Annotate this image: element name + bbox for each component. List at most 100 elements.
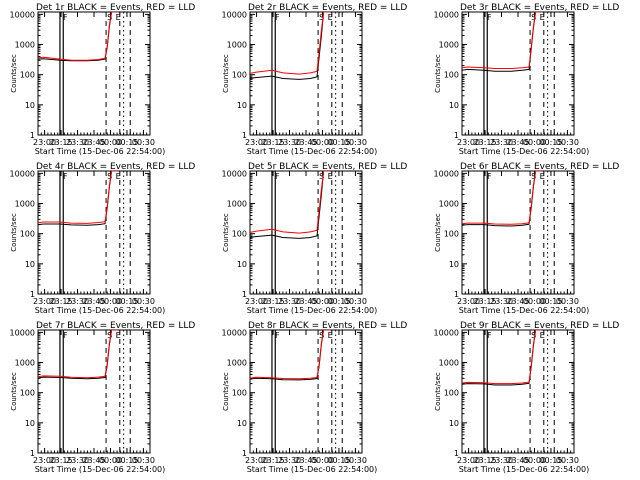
- events-series-line: [38, 330, 119, 380]
- y-tick-label: 100: [20, 389, 35, 398]
- y-tick-label: 1000: [439, 200, 459, 209]
- x-tick-label: 23:00: [33, 456, 56, 465]
- marker-f-label: F: [275, 13, 280, 22]
- x-tick-label: 00:00: [311, 456, 334, 465]
- y-tick-label: 100: [232, 71, 247, 80]
- y-tick-label: 1000: [15, 41, 35, 50]
- marker-e-label: E: [540, 13, 545, 22]
- lld-series-line: [250, 12, 331, 75]
- events-series-line: [38, 12, 119, 62]
- x-tick-label: 23:00: [245, 297, 268, 306]
- y-tick-label: 10000: [10, 328, 35, 337]
- y-tick-label: 1000: [15, 359, 35, 368]
- y-tick-label: 1: [30, 290, 35, 299]
- events-series-line: [462, 330, 543, 386]
- y-tick-label: 1: [242, 131, 247, 140]
- events-series-line: [250, 12, 331, 80]
- marker-s-label: S: [319, 13, 324, 22]
- series-group: [462, 171, 543, 227]
- x-tick-label: 23:45: [294, 297, 317, 306]
- panel-det-7: Det 7r BLACK = Events, RED = LLD 1 10 100 10…: [10, 321, 196, 474]
- y-tick-label: 10: [237, 260, 247, 269]
- panel-det-4: Det 4r BLACK = Events, RED = LLD 1 10 100 10…: [10, 162, 196, 315]
- x-tick-label: 23:00: [245, 138, 268, 147]
- x-tick-label: 00:30: [556, 297, 579, 306]
- x-axis-label: Start Time (15-Dec-06 22:54:00): [459, 465, 590, 474]
- marker-s-label: S: [319, 172, 324, 181]
- x-tick-label: 23:45: [506, 138, 529, 147]
- y-tick-label: 1000: [227, 41, 247, 50]
- lld-series-line: [38, 171, 119, 224]
- marker-s-label: S: [107, 13, 112, 22]
- series-group: [38, 330, 119, 380]
- x-tick-label: 23:45: [506, 297, 529, 306]
- x-tick-label: 00:30: [132, 456, 155, 465]
- series-group: [250, 12, 331, 80]
- lld-series-line: [250, 171, 331, 234]
- y-axis-label: Counts/sec: [222, 213, 230, 252]
- marker-e-label: E: [328, 172, 333, 181]
- x-axis-label: Start Time (15-Dec-06 22:54:00): [35, 147, 166, 156]
- panel-title: Det 5r BLACK = Events, RED = LLD: [248, 162, 407, 172]
- y-tick-label: 1: [30, 131, 35, 140]
- x-tick-label: 23:30: [278, 138, 301, 147]
- x-tick-label: 23:30: [66, 138, 89, 147]
- x-tick-label: 23:15: [474, 297, 497, 306]
- x-tick-label: 00:00: [99, 297, 122, 306]
- panel-det-6: Det 6r BLACK = Events, RED = LLD 1 10 100 10…: [434, 162, 620, 315]
- x-tick-label: 00:15: [115, 138, 138, 147]
- plot-frame: [461, 11, 575, 136]
- y-tick-label: 10000: [222, 328, 247, 337]
- x-axis-label: Start Time (15-Dec-06 22:54:00): [247, 306, 378, 315]
- marker-s-label: S: [107, 331, 112, 340]
- x-tick-label: 23:00: [457, 456, 480, 465]
- x-tick-label: 00:00: [99, 456, 122, 465]
- marker-e-label: E: [116, 13, 121, 22]
- events-series-line: [462, 171, 543, 227]
- x-axis-label: Start Time (15-Dec-06 22:54:00): [459, 306, 590, 315]
- series-group: [38, 171, 119, 226]
- y-tick-label: 1000: [439, 359, 459, 368]
- lld-series-line: [38, 330, 119, 379]
- events-series-line: [462, 12, 543, 72]
- y-tick-label: 10: [25, 419, 35, 428]
- y-tick-label: 10: [449, 260, 459, 269]
- series-group: [38, 12, 119, 62]
- marker-f-label: F: [487, 331, 492, 340]
- marker-f-label: F: [63, 172, 68, 181]
- y-tick-label: 1: [242, 449, 247, 458]
- marker-s-label: S: [107, 172, 112, 181]
- x-tick-label: 23:00: [245, 456, 268, 465]
- x-tick-label: 23:00: [33, 297, 56, 306]
- x-tick-label: 00:00: [523, 297, 546, 306]
- x-tick-label: 23:15: [262, 297, 285, 306]
- x-axis-label: Start Time (15-Dec-06 22:54:00): [35, 306, 166, 315]
- marker-f-label: F: [487, 13, 492, 22]
- x-tick-label: 23:45: [82, 138, 105, 147]
- x-tick-label: 00:15: [115, 456, 138, 465]
- panel-title: Det 3r BLACK = Events, RED = LLD: [460, 3, 619, 13]
- x-tick-label: 23:45: [294, 138, 317, 147]
- x-tick-label: 23:30: [278, 297, 301, 306]
- marker-e-label: E: [540, 172, 545, 181]
- x-tick-label: 00:00: [311, 138, 334, 147]
- x-tick-label: 23:30: [490, 456, 513, 465]
- x-tick-label: 00:15: [115, 297, 138, 306]
- y-tick-label: 10000: [434, 10, 459, 19]
- marker-e-label: E: [540, 331, 545, 340]
- x-axis-label: Start Time (15-Dec-06 22:54:00): [459, 147, 590, 156]
- marker-s-label: S: [319, 331, 324, 340]
- x-tick-label: 23:30: [278, 456, 301, 465]
- y-tick-label: 10000: [434, 328, 459, 337]
- marker-e-label: E: [116, 172, 121, 181]
- x-tick-label: 00:15: [539, 138, 562, 147]
- y-tick-label: 10000: [222, 169, 247, 178]
- lld-series-line: [462, 12, 543, 69]
- y-tick-label: 1000: [15, 200, 35, 209]
- y-axis-label: Counts/sec: [10, 372, 18, 411]
- y-tick-label: 100: [20, 230, 35, 239]
- y-tick-label: 1: [454, 290, 459, 299]
- lld-series-line: [462, 330, 543, 385]
- plot-frame: [37, 170, 151, 295]
